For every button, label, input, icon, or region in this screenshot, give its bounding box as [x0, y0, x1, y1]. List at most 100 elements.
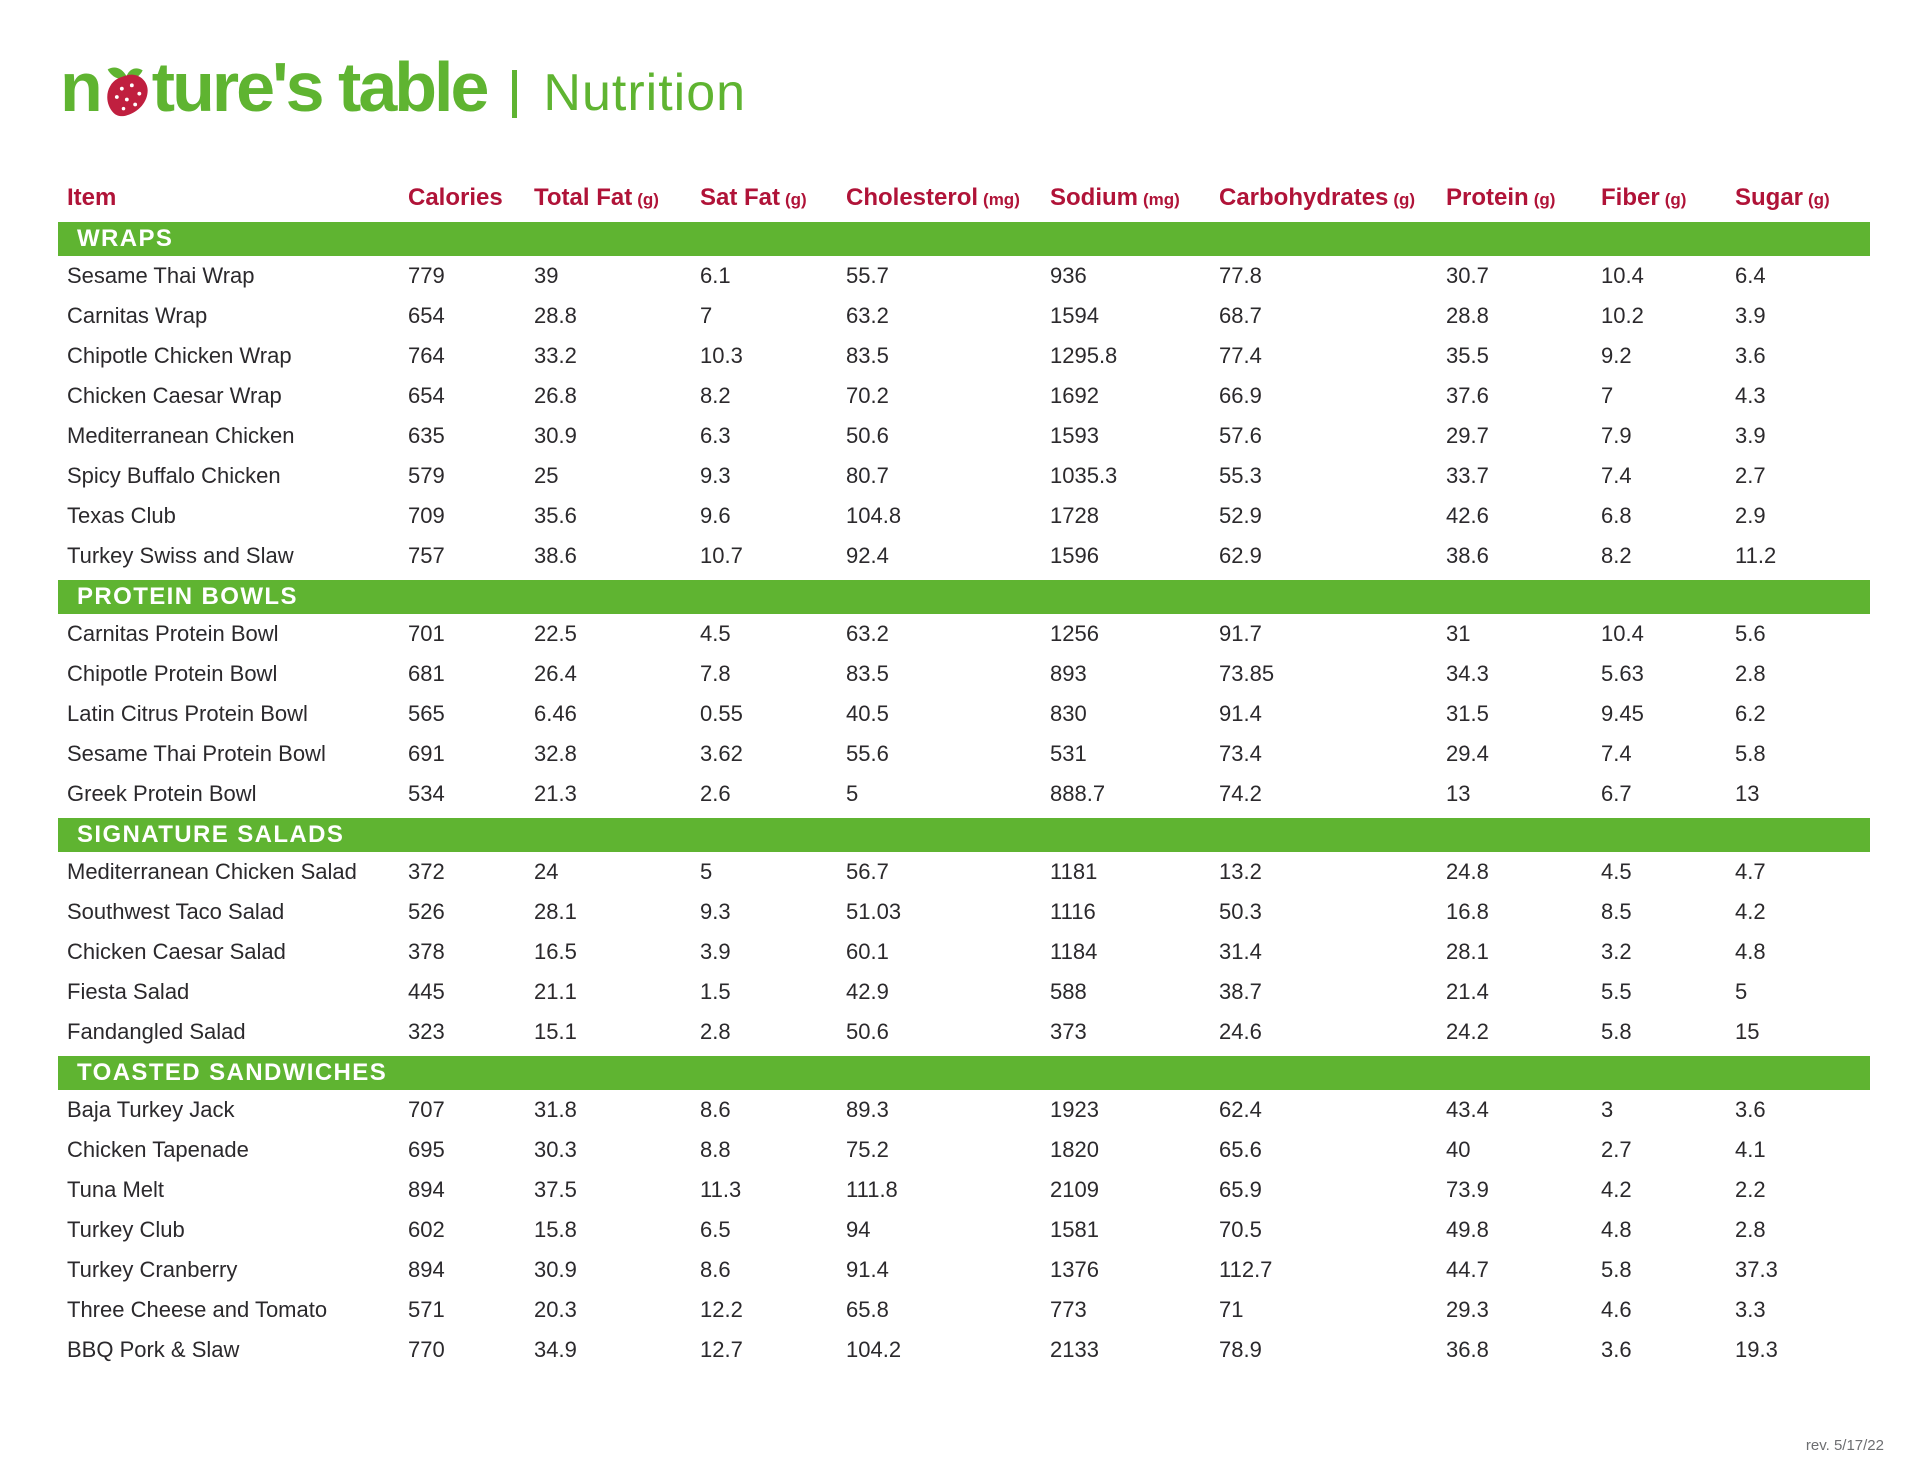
value-cell: 70.5: [1219, 1217, 1262, 1242]
value-cell: 50.6: [846, 1019, 889, 1044]
value-cell: 77.4: [1219, 343, 1262, 368]
value-cell: 31.5: [1446, 701, 1489, 726]
value-cell: 21.1: [534, 979, 577, 1004]
value-cell: 691: [408, 741, 445, 766]
value-cell: 10.2: [1601, 303, 1644, 328]
brand-header: n ture's table Nutrition: [60, 36, 746, 122]
value-cell: 63.2: [846, 621, 889, 646]
column-header-label: Sat Fat: [700, 184, 781, 211]
value-cell: 378: [408, 939, 445, 964]
table-row: Greek Protein Bowl 534 21.3 2.6 5 888.7 74.2 1…: [58, 774, 1870, 814]
table-row: Mediterranean Chicken Salad 372 24 5 56.7 11…: [58, 852, 1870, 892]
table-row: Chicken Tapenade 695 30.3 8.8 75.2 1820 65.6 4…: [58, 1130, 1870, 1170]
value-cell: 4.8: [1601, 1217, 1632, 1242]
value-cell: 8.8: [700, 1137, 731, 1162]
item-name: Turkey Swiss and Slaw: [67, 543, 294, 568]
item-name: Chicken Tapenade: [67, 1137, 249, 1162]
item-name: Texas Club: [67, 503, 176, 528]
item-name: Tuna Melt: [67, 1177, 165, 1202]
column-header-cholesterol: Cholesterol (mg): [846, 184, 1050, 212]
value-cell: 2.6: [700, 781, 731, 806]
value-cell: 8.6: [700, 1257, 731, 1282]
value-cell: 4.7: [1735, 859, 1766, 884]
section-header-label: PROTEIN BOWLS: [77, 583, 298, 610]
value-cell: 5.63: [1601, 661, 1644, 686]
value-cell: 73.4: [1219, 741, 1262, 766]
value-cell: 4.1: [1735, 1137, 1766, 1162]
value-cell: 3.6: [1735, 1097, 1766, 1122]
value-cell: 779: [408, 263, 445, 288]
value-cell: 92.4: [846, 543, 889, 568]
value-cell: 65.9: [1219, 1177, 1262, 1202]
value-cell: 1923: [1050, 1097, 1099, 1122]
value-cell: 894: [408, 1177, 445, 1202]
column-header-total-fat: Total Fat (g): [534, 184, 700, 212]
value-cell: 681: [408, 661, 445, 686]
value-cell: 73.9: [1446, 1177, 1489, 1202]
value-cell: 707: [408, 1097, 445, 1122]
section-wraps: WRAPS Sesame Thai Wrap 779 39 6.1 55.7 936 77…: [58, 222, 1870, 576]
value-cell: 42.9: [846, 979, 889, 1004]
table-row: Three Cheese and Tomato 571 20.3 12.2 65.8 7…: [58, 1290, 1870, 1330]
item-name: Turkey Club: [67, 1217, 185, 1242]
logo-text-start: n: [60, 48, 103, 126]
value-cell: 37.6: [1446, 383, 1489, 408]
column-header-unit: (mg): [983, 190, 1020, 209]
value-cell: 83.5: [846, 661, 889, 686]
value-cell: 35.6: [534, 503, 577, 528]
value-cell: 773: [1050, 1297, 1087, 1322]
value-cell: 30.3: [534, 1137, 577, 1162]
value-cell: 55.7: [846, 263, 889, 288]
value-cell: 2.8: [1735, 1217, 1766, 1242]
value-cell: 0.55: [700, 701, 743, 726]
value-cell: 1596: [1050, 543, 1099, 568]
value-cell: 12.7: [700, 1337, 743, 1362]
value-cell: 60.1: [846, 939, 889, 964]
item-name: Greek Protein Bowl: [67, 781, 257, 806]
value-cell: 22.5: [534, 621, 577, 646]
table-row: Baja Turkey Jack 707 31.8 8.6 89.3 1923 62.4 4…: [58, 1090, 1870, 1130]
value-cell: 5.8: [1601, 1257, 1632, 1282]
value-cell: 888.7: [1050, 781, 1106, 806]
value-cell: 7.8: [700, 661, 731, 686]
item-name: Carnitas Protein Bowl: [67, 621, 279, 646]
item-name: Baja Turkey Jack: [67, 1097, 235, 1122]
table-row: Carnitas Protein Bowl 701 22.5 4.5 63.2 1256…: [58, 614, 1870, 654]
value-cell: 4.5: [1601, 859, 1632, 884]
section-header-bar: WRAPS: [58, 222, 1870, 256]
table-header-row: Item Calories Total Fat (g) Sat Fat (g) Ch…: [58, 162, 1870, 222]
column-header-label: Sugar: [1735, 184, 1804, 211]
value-cell: 29.3: [1446, 1297, 1489, 1322]
column-header-label: Carbohydrates: [1219, 184, 1389, 211]
value-cell: 65.6: [1219, 1137, 1262, 1162]
strawberry-icon: [107, 67, 148, 117]
value-cell: 31: [1446, 621, 1471, 646]
value-cell: 24: [534, 859, 559, 884]
value-cell: 3: [1601, 1097, 1614, 1122]
section-rows: Baja Turkey Jack 707 31.8 8.6 89.3 1923 62.4 4…: [58, 1090, 1870, 1370]
item-name: Chicken Caesar Salad: [67, 939, 286, 964]
value-cell: 5.6: [1735, 621, 1766, 646]
section-signature-salads: SIGNATURE SALADS Mediterranean Chicken S…: [58, 818, 1870, 1052]
table-row: Latin Citrus Protein Bowl 565 6.46 0.55 40.…: [58, 694, 1870, 734]
column-header-label: Total Fat: [534, 184, 633, 211]
value-cell: 1181: [1050, 859, 1098, 884]
value-cell: 25: [534, 463, 559, 488]
item-name: Turkey Cranberry: [67, 1257, 238, 1282]
value-cell: 5.8: [1735, 741, 1766, 766]
value-cell: 34.3: [1446, 661, 1489, 686]
value-cell: 1376: [1050, 1257, 1099, 1282]
value-cell: 1116: [1050, 899, 1096, 924]
value-cell: 89.3: [846, 1097, 889, 1122]
value-cell: 3.9: [1735, 303, 1766, 328]
value-cell: 37.5: [534, 1177, 577, 1202]
table-row: Tuna Melt 894 37.5 11.3 111.8 2109 65.9 73.9 4.…: [58, 1170, 1870, 1210]
value-cell: 16.8: [1446, 899, 1489, 924]
column-header-carbohydrates: Carbohydrates (g): [1219, 184, 1446, 212]
section-header-label: WRAPS: [77, 225, 174, 252]
value-cell: 579: [408, 463, 445, 488]
column-header-calories: Calories: [408, 184, 534, 212]
value-cell: 62.9: [1219, 543, 1262, 568]
value-cell: 1.5: [700, 979, 731, 1004]
